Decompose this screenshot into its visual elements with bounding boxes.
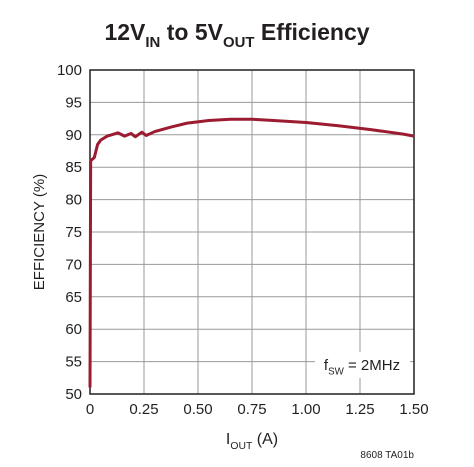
text-part: Efficiency <box>254 19 369 45</box>
text-part: (A) <box>252 431 278 448</box>
footnote: 8608 TA01b <box>360 450 414 461</box>
x-tick-label: 0.25 <box>129 401 158 418</box>
text-part: 12V <box>104 19 146 45</box>
text-part: I <box>226 431 230 448</box>
y-tick-label: 55 <box>65 354 82 371</box>
x-axis-label: IOUT (A) <box>226 431 278 452</box>
chart-title: 12VIN to 5VOUT Efficiency <box>104 19 369 51</box>
y-tick-label: 95 <box>65 94 82 111</box>
x-tick-label: 0 <box>86 401 94 418</box>
annotation: fSW = 2MHz <box>324 357 400 378</box>
y-tick-label: 75 <box>65 224 82 241</box>
y-tick-label: 65 <box>65 289 82 306</box>
y-tick-label: 60 <box>65 321 82 338</box>
y-axis-label: EFFICIENCY (%) <box>31 174 48 290</box>
x-tick-label: 0.50 <box>183 401 212 418</box>
data-line <box>88 117 415 388</box>
y-tick-label: 80 <box>65 192 82 209</box>
x-tick-label: 1.00 <box>291 401 320 418</box>
y-tick-label: 50 <box>65 386 82 403</box>
y-tick-label: 70 <box>65 256 82 273</box>
text-part: to 5V <box>160 19 223 45</box>
text-part: = 2MHz <box>344 357 400 374</box>
subscript: OUT <box>223 34 255 51</box>
annotation-box <box>315 352 410 378</box>
y-tick-label: 85 <box>65 159 82 176</box>
subscript: OUT <box>230 441 253 452</box>
x-tick-label: 1.25 <box>345 401 374 418</box>
subscript: IN <box>145 34 160 51</box>
x-tick-label: 0.75 <box>237 401 266 418</box>
text-part: f <box>324 357 329 374</box>
y-tick-label: 100 <box>57 62 82 79</box>
y-tick-label: 90 <box>65 127 82 144</box>
subscript: SW <box>328 367 345 378</box>
x-tick-label: 1.50 <box>399 401 428 418</box>
